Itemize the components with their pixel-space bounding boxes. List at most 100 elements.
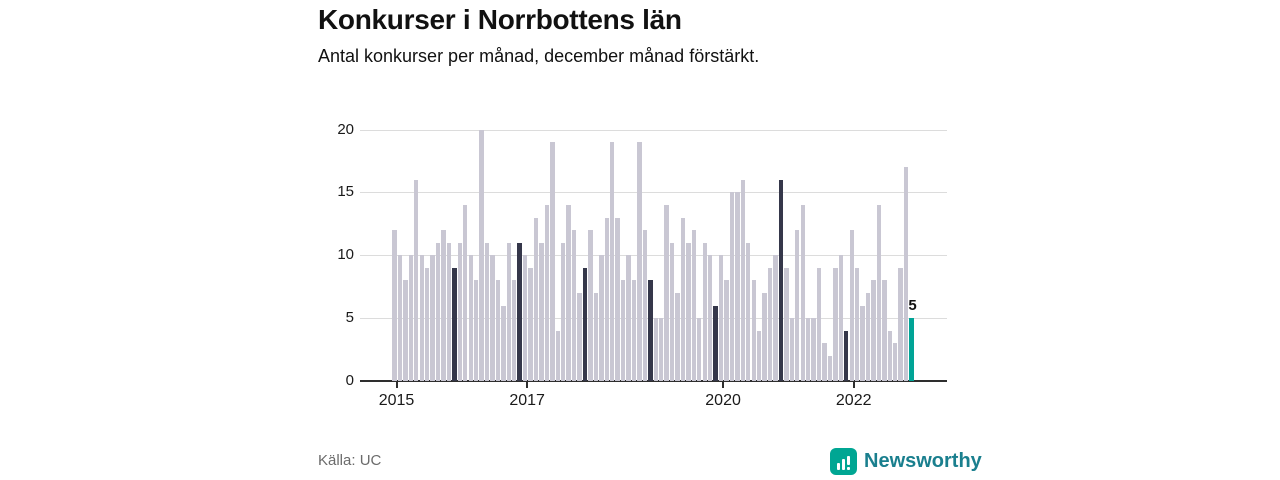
bar	[501, 305, 506, 381]
y-axis-label: 20	[337, 120, 354, 138]
bar	[610, 142, 615, 381]
december-bar	[582, 267, 588, 381]
page-title: Konkurser i Norrbottens län	[318, 4, 682, 35]
december-bar	[844, 330, 849, 381]
december-bar	[713, 305, 718, 381]
bar	[675, 292, 680, 381]
icon-bar	[842, 459, 845, 470]
bar	[827, 355, 833, 381]
x-axis-tick	[395, 382, 398, 388]
bar	[637, 142, 642, 381]
bar	[773, 255, 778, 381]
bar	[865, 292, 871, 381]
icon-bar	[837, 463, 840, 470]
bar	[860, 305, 865, 381]
december-bar	[648, 280, 653, 381]
bar	[544, 204, 550, 381]
bar	[903, 167, 909, 381]
icon-bar	[847, 456, 850, 465]
bar	[740, 179, 746, 381]
bar	[729, 192, 735, 381]
bar	[811, 318, 816, 381]
bar	[746, 242, 751, 381]
bar	[403, 280, 408, 381]
bar	[446, 242, 452, 381]
bar	[555, 330, 560, 381]
latest-value-label: 5	[908, 297, 917, 315]
gridline	[360, 192, 947, 194]
bar	[871, 280, 876, 381]
bar	[512, 280, 517, 381]
bar	[414, 179, 419, 381]
bar	[430, 255, 435, 381]
bar	[718, 255, 724, 381]
december-bar	[517, 242, 522, 381]
bar	[642, 230, 648, 381]
bar	[849, 230, 854, 381]
bar	[659, 318, 664, 381]
bar	[468, 255, 473, 381]
bar	[762, 292, 767, 381]
bar	[528, 267, 533, 381]
bar	[588, 230, 593, 381]
bar	[522, 255, 528, 381]
bar	[392, 230, 397, 381]
december-bar	[778, 179, 784, 381]
bar	[626, 255, 631, 381]
x-axis-label: 2020	[705, 392, 741, 409]
x-axis-tick	[852, 382, 855, 388]
bar	[599, 255, 604, 381]
bar	[397, 255, 403, 381]
bar	[533, 217, 539, 381]
bar	[724, 280, 729, 381]
gridline	[360, 318, 947, 320]
bar	[506, 242, 511, 381]
bar	[680, 217, 686, 381]
bar	[822, 343, 827, 381]
icon-dot	[847, 467, 850, 470]
bar	[495, 280, 501, 381]
bar	[550, 142, 555, 381]
bar	[882, 280, 887, 381]
bar	[697, 318, 702, 381]
newsworthy-icon	[830, 448, 857, 475]
bar	[593, 292, 599, 381]
bar	[691, 230, 697, 381]
bar	[789, 318, 795, 381]
bar	[707, 255, 713, 381]
bar	[419, 255, 424, 381]
december-bar	[452, 267, 457, 381]
bar	[756, 330, 762, 381]
bar	[441, 230, 446, 381]
bar	[816, 267, 822, 381]
bar	[751, 280, 756, 381]
bar	[577, 292, 582, 381]
bar	[664, 204, 669, 381]
bar	[838, 255, 844, 381]
bar	[767, 267, 773, 381]
bar	[686, 242, 691, 381]
bar	[800, 204, 805, 381]
gridline	[360, 129, 947, 131]
bar	[795, 230, 800, 381]
bar	[539, 242, 544, 381]
bar	[473, 280, 479, 381]
y-axis-label: 5	[345, 309, 354, 327]
bar	[615, 217, 620, 381]
x-axis-label: 2022	[835, 392, 872, 409]
y-axis-label: 15	[337, 183, 354, 201]
bar	[484, 242, 490, 381]
gridline	[360, 255, 947, 257]
bar	[435, 242, 441, 381]
bar	[833, 267, 838, 381]
bar	[631, 280, 637, 381]
bar	[604, 217, 609, 381]
icon-exclamation	[847, 456, 850, 470]
y-axis-label: 0	[345, 372, 354, 389]
bar	[887, 330, 892, 381]
x-axis-label: 2017	[509, 392, 545, 409]
bar	[457, 242, 462, 381]
brand-wordmark: Newsworthy	[864, 450, 982, 472]
bar	[898, 267, 903, 381]
latest-bar	[909, 318, 914, 381]
